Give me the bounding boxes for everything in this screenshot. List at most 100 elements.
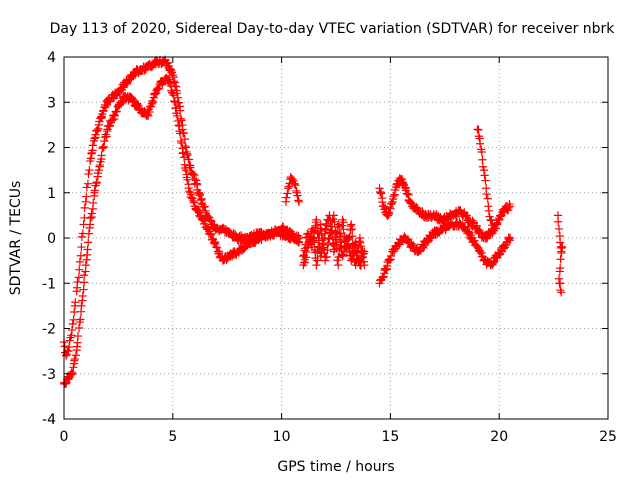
data-point: [99, 106, 108, 115]
data-point: [200, 202, 209, 211]
data-point: [348, 239, 357, 248]
data-point: [333, 256, 342, 265]
data-point: [376, 189, 386, 198]
data-point: [554, 224, 564, 234]
data-point: [495, 215, 504, 225]
data-point: [173, 116, 183, 126]
data-point: [358, 246, 367, 255]
data-point: [79, 220, 88, 229]
y-axis-title: SDTVAR / TECUs: [8, 181, 24, 296]
data-point: [558, 242, 567, 252]
data-point: [347, 220, 356, 229]
data-point: [65, 342, 74, 352]
data-point: [389, 192, 398, 201]
data-point: [70, 307, 79, 317]
data-point: [112, 107, 121, 116]
data-point: [483, 194, 492, 203]
data-point: [67, 367, 76, 377]
data-point: [179, 153, 189, 162]
data-point: [90, 134, 99, 143]
data-point: [173, 111, 182, 120]
data-point: [291, 181, 300, 190]
y-tick-label: -2: [42, 322, 56, 338]
data-point: [76, 315, 85, 324]
data-point: [312, 261, 321, 270]
data-point: [181, 166, 190, 175]
data-point: [64, 347, 73, 356]
data-point: [154, 83, 164, 93]
data-point: [348, 232, 357, 241]
data-point: [84, 169, 93, 179]
data-point: [73, 277, 82, 287]
data-point: [78, 291, 87, 301]
data-point: [87, 209, 96, 218]
data-point: [97, 151, 106, 160]
data-point: [293, 191, 302, 200]
data-point: [71, 298, 80, 307]
data-point: [211, 239, 220, 249]
data-point: [336, 243, 345, 253]
x-tick-label: 15: [381, 429, 399, 445]
data-point: [76, 251, 85, 260]
data-point: [197, 215, 207, 224]
data-point: [329, 211, 338, 220]
data-point: [496, 212, 505, 221]
data-point: [77, 232, 86, 241]
data-point: [313, 247, 322, 256]
data-point: [462, 211, 471, 220]
data-point: [319, 245, 328, 254]
data-point: [282, 193, 291, 202]
data-point: [358, 253, 367, 262]
data-point: [472, 221, 481, 230]
data-point: [74, 273, 84, 282]
data-point: [257, 235, 266, 244]
data-point: [378, 273, 387, 282]
data-point: [557, 288, 566, 297]
data-point: [192, 176, 201, 185]
data-point: [284, 182, 293, 191]
data-point: [312, 221, 322, 230]
data-point: [80, 203, 89, 212]
data-point: [73, 338, 82, 347]
data-point: [505, 202, 515, 211]
axes: 0 5 10 15 20 25 -4 -3 -2 -1 0 1 2 3 4: [42, 50, 617, 445]
y-tick-label: -1: [42, 276, 56, 292]
data-point: [154, 84, 163, 94]
data-point: [554, 217, 563, 226]
data-point: [339, 225, 348, 234]
data-point: [176, 129, 185, 138]
data-point: [294, 238, 304, 247]
data-point: [334, 261, 343, 270]
data-point: [68, 319, 77, 329]
data-point: [95, 160, 104, 170]
data-point: [132, 99, 142, 108]
data-point: [85, 165, 94, 175]
data-point: [313, 256, 322, 265]
x-axis-title: GPS time / hours: [277, 459, 394, 475]
data-point: [480, 171, 489, 180]
data-point: [317, 231, 326, 240]
data-point: [504, 203, 513, 212]
data-point: [310, 238, 319, 247]
data-point: [67, 325, 77, 335]
y-tick-label: 4: [47, 50, 56, 66]
data-point: [149, 98, 158, 107]
data-point: [196, 196, 206, 205]
plot-frame: [63, 56, 609, 420]
data-point: [148, 96, 157, 105]
x-tick-label: 10: [273, 429, 291, 445]
y-tick-label: 0: [47, 231, 56, 247]
data-point: [189, 170, 198, 179]
y-tick-label: -3: [42, 367, 56, 383]
data-point: [86, 213, 95, 223]
data-point: [488, 224, 497, 234]
data-point: [79, 278, 89, 287]
data-point: [497, 211, 506, 220]
data-markers: [59, 55, 567, 389]
data-point: [294, 197, 304, 206]
data-point: [303, 242, 312, 252]
data-point: [557, 248, 566, 258]
data-point: [149, 93, 158, 102]
